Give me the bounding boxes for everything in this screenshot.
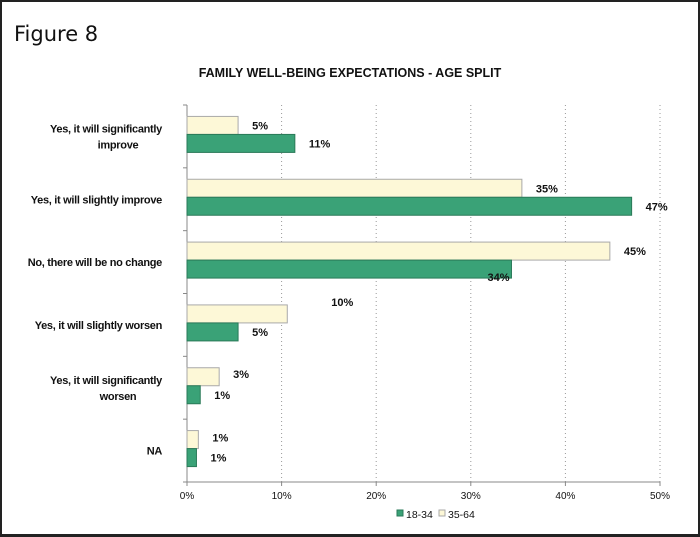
data-label: 3% (233, 369, 249, 381)
data-label: 5% (252, 327, 268, 339)
bar-18-34 (186, 259, 512, 279)
bar-18-34 (186, 385, 201, 405)
bar-35-64 (186, 115, 239, 135)
bar-35-64 (186, 178, 523, 198)
legend-label: 18-34 (406, 509, 433, 521)
bar-35-64 (186, 367, 220, 387)
category-label: worsen (99, 391, 137, 403)
category-label: Yes, it will significantly (50, 123, 163, 135)
data-label: 5% (252, 120, 268, 132)
bar-18-34 (186, 196, 633, 216)
category-label: improve (98, 139, 139, 151)
bar-35-64 (186, 241, 611, 261)
bar-18-34 (186, 448, 197, 468)
data-label: 10% (331, 297, 353, 309)
legend-label: 35-64 (448, 509, 475, 521)
x-tick-label: 50% (650, 491, 670, 502)
category-label: Yes, it will slightly improve (31, 194, 162, 206)
data-label: 45% (624, 246, 646, 258)
x-tick-label: 10% (272, 491, 292, 502)
category-label: NA (147, 446, 163, 458)
data-label: 1% (210, 453, 226, 465)
data-label: 47% (646, 201, 668, 213)
bar-35-64 (186, 430, 199, 450)
data-label: 34% (487, 272, 509, 284)
x-tick-label: 40% (555, 491, 575, 502)
category-label: No, there will be no change (28, 257, 162, 269)
legend-swatch-35-64 (438, 509, 446, 517)
data-label: 11% (309, 138, 331, 150)
x-tick-label: 30% (461, 491, 481, 502)
chart-title: FAMILY WELL-BEING EXPECTATIONS - AGE SPL… (198, 66, 502, 80)
data-label: 1% (212, 433, 228, 445)
figure-label: Figure 8 (14, 22, 99, 46)
data-label: 1% (214, 390, 230, 402)
x-tick-label: 20% (366, 491, 386, 502)
legend-swatch-18-34 (396, 509, 404, 517)
data-label: 35% (536, 183, 558, 195)
bar-18-34 (186, 133, 296, 153)
bar-35-64 (186, 304, 288, 324)
bar-18-34 (186, 322, 239, 342)
category-label: Yes, it will slightly worsen (35, 320, 163, 332)
category-label: Yes, it will significantly (50, 375, 163, 387)
x-tick-label: 0% (180, 491, 195, 502)
